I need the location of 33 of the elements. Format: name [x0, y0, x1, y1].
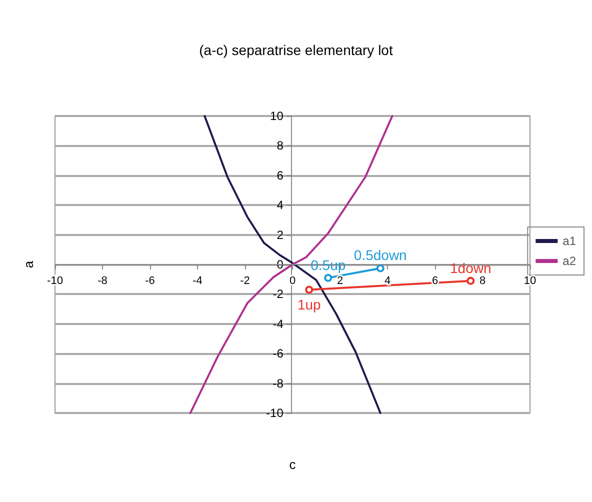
y-axis-title: a	[21, 260, 36, 268]
y-tick-label: 2	[276, 228, 284, 242]
annotation: 0.5down	[354, 247, 407, 264]
x-tick-label: 8	[479, 275, 486, 287]
annotation: 1up	[297, 296, 322, 313]
y-tick-label: 10	[270, 109, 284, 123]
y-tick-label: -6	[272, 346, 284, 361]
y-tick-label: -4	[272, 316, 284, 331]
point	[305, 286, 314, 294]
legend-label: a1	[562, 234, 576, 248]
x-tick-label: 10	[524, 275, 536, 287]
chart-title: (a-c) separatrise elementary lot	[199, 42, 393, 58]
y-tick-label: 8	[276, 138, 284, 153]
x-tick-label: 4	[384, 275, 391, 287]
legend-label: a2	[562, 254, 576, 268]
x-tick-label: -4	[192, 275, 202, 287]
x-tick-label: -6	[145, 275, 155, 287]
y-tick-label: 4	[276, 198, 284, 212]
point	[466, 276, 475, 285]
y-tick-label: -2	[272, 287, 284, 302]
y-tick-label: -8	[272, 376, 284, 390]
annotation: 0.5up	[310, 256, 346, 273]
x-tick-label: -10	[47, 275, 63, 287]
x-tick-label: 0	[289, 275, 296, 287]
x-tick-label: -2	[240, 275, 250, 287]
y-tick-label: -10	[266, 406, 284, 420]
point	[324, 274, 332, 282]
point	[376, 264, 384, 272]
x-tick-label: -8	[98, 275, 108, 287]
y-tick-label: 6	[276, 168, 284, 182]
x-axis-title: c	[289, 457, 296, 472]
annotation: 1down	[450, 260, 492, 276]
x-tick-label: 2	[336, 275, 344, 287]
